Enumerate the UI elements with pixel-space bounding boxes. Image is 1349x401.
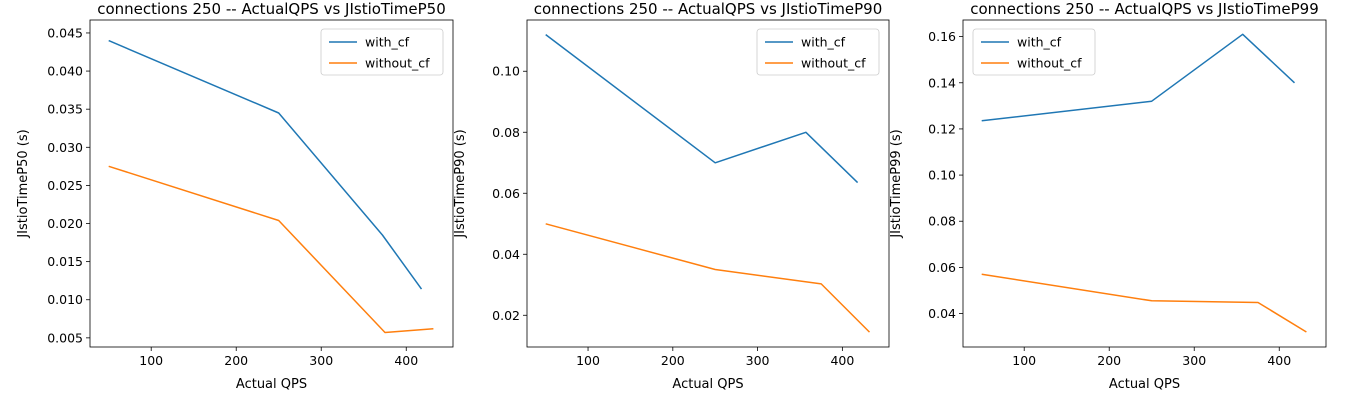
series-line-without_cf <box>981 273 1307 333</box>
x-tick-label: 300 <box>1182 353 1206 368</box>
series-line-with_cf <box>981 33 1296 122</box>
y-tick-label: 0.010 <box>47 292 83 307</box>
x-tick-label: 200 <box>661 353 685 368</box>
x-tick-label: 100 <box>1012 353 1036 368</box>
chart-title: connections 250 -- ActualQPS vs JIstioTi… <box>97 0 446 18</box>
x-tick-label: 100 <box>139 353 163 368</box>
y-tick-label: 0.040 <box>47 64 83 79</box>
y-tick-label: 0.16 <box>928 29 956 44</box>
x-axis-label: Actual QPS <box>236 377 307 392</box>
series-line-with_cf <box>108 39 423 290</box>
y-tick-label: 0.10 <box>492 64 520 79</box>
x-tick-label: 100 <box>576 353 600 368</box>
legend-label-with_cf: with_cf <box>1017 35 1062 50</box>
plot-frame <box>962 19 1327 348</box>
legend: with_cf without_cf <box>320 28 444 76</box>
y-tick-label: 0.045 <box>47 25 83 40</box>
legend-label-with_cf: with_cf <box>801 35 846 50</box>
y-tick-label: 0.035 <box>47 102 83 117</box>
x-axis-label: Actual QPS <box>672 377 743 392</box>
y-axis-label: JIstioTimeP90 (s) <box>453 129 468 238</box>
y-tick-label: 0.025 <box>47 178 83 193</box>
x-tick-label: 200 <box>224 353 248 368</box>
y-tick-label: 0.030 <box>47 140 83 155</box>
y-tick-label: 0.02 <box>492 308 520 323</box>
y-tick-label: 0.020 <box>47 216 83 231</box>
y-tick-label: 0.04 <box>928 306 956 321</box>
y-tick-label: 0.06 <box>492 186 520 201</box>
series-line-with_cf <box>545 34 859 184</box>
y-tick-label: 0.08 <box>492 125 520 140</box>
x-tick-label: 400 <box>1267 353 1291 368</box>
legend-label-with_cf: with_cf <box>365 35 410 50</box>
y-tick-label: 0.04 <box>492 247 520 262</box>
x-axis-label: Actual QPS <box>1109 377 1180 392</box>
x-tick-label: 300 <box>746 353 770 368</box>
plot-frame <box>89 19 454 348</box>
y-tick-label: 0.06 <box>928 260 956 275</box>
legend-label-without_cf: without_cf <box>1017 56 1082 71</box>
series-line-without_cf <box>545 223 871 333</box>
y-axis-label: JIstioTimeP50 (s) <box>16 129 31 238</box>
chart-panel-3: connections 250 -- ActualQPS vs JIstioTi… <box>889 0 1327 392</box>
chart-panel-2: connections 250 -- ActualQPS vs JIstioTi… <box>453 0 890 392</box>
legend-label-without_cf: without_cf <box>801 56 866 71</box>
chart-panel-1: connections 250 -- ActualQPS vs JIstioTi… <box>16 0 454 392</box>
y-tick-label: 0.005 <box>47 330 83 345</box>
x-tick-label: 400 <box>830 353 854 368</box>
y-tick-label: 0.015 <box>47 254 83 269</box>
y-tick-label: 0.10 <box>928 168 956 183</box>
y-tick-label: 0.08 <box>928 214 956 229</box>
x-tick-label: 200 <box>1097 353 1121 368</box>
chart-title: connections 250 -- ActualQPS vs JIstioTi… <box>970 0 1319 18</box>
y-tick-label: 0.14 <box>928 75 956 90</box>
y-tick-label: 0.12 <box>928 121 956 136</box>
chart-title: connections 250 -- ActualQPS vs JIstioTi… <box>534 0 883 18</box>
x-tick-label: 400 <box>394 353 418 368</box>
legend: with_cf without_cf <box>972 28 1096 76</box>
y-axis-label: JIstioTimeP99 (s) <box>889 129 904 238</box>
plot-frame <box>526 19 890 348</box>
series-line-without_cf <box>108 165 434 334</box>
x-tick-label: 300 <box>309 353 333 368</box>
legend: with_cf without_cf <box>756 28 880 76</box>
legend-label-without_cf: without_cf <box>365 56 430 71</box>
